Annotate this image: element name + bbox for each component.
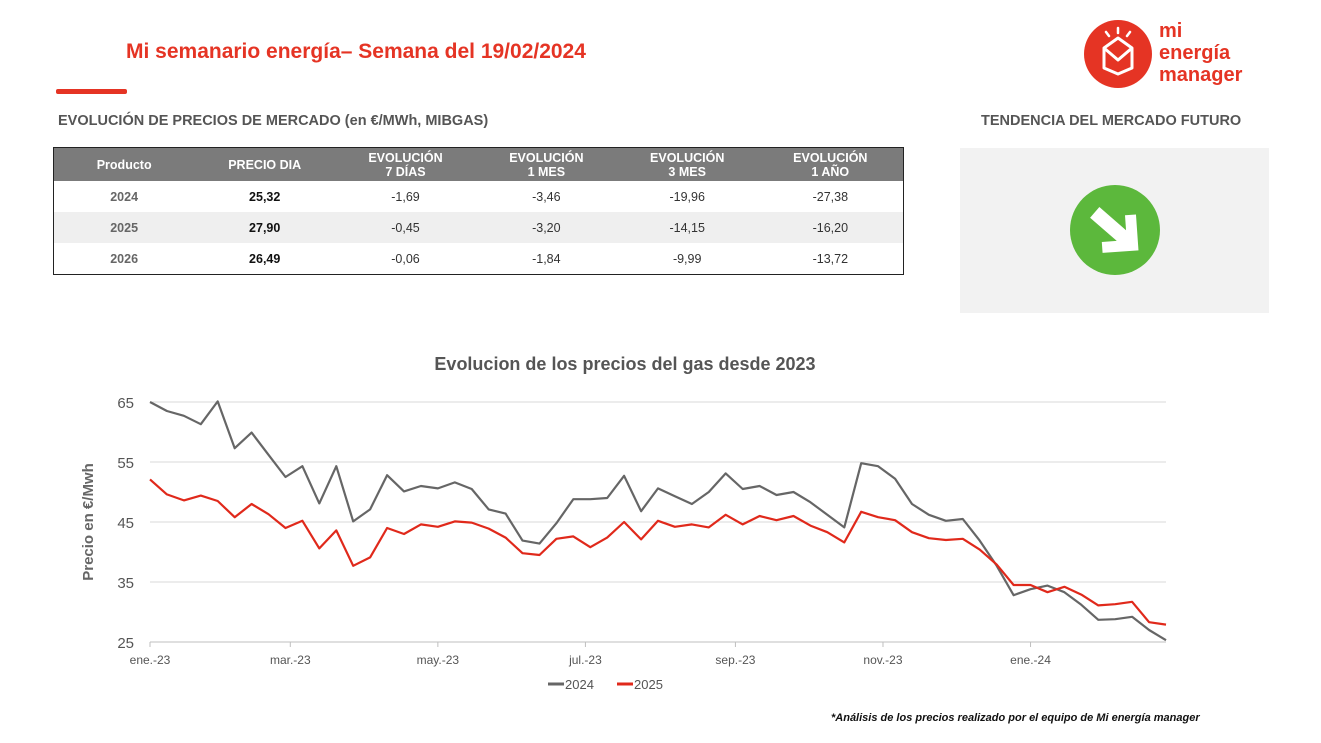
price-cell: 26,49 (249, 251, 281, 266)
table-row: 2026 26,49 -0,06 -1,84 -9,99 -13,72 (54, 243, 904, 275)
product-cell: 2026 (110, 251, 139, 266)
x-tick-label: may.-23 (417, 653, 460, 667)
y-tick-label: 55 (117, 455, 134, 472)
change-3m-cell: -19,96 (669, 189, 705, 204)
price-cell: 27,90 (194, 212, 336, 243)
legend-label-2025: 2025 (634, 677, 663, 692)
column-header: Producto (53, 147, 195, 181)
y-tick-label: 25 (117, 635, 134, 652)
table-row: 2024 25,32 -1,69 -3,46 -19,96 -27,38 (54, 181, 904, 212)
trend-panel (960, 148, 1269, 313)
x-tick-label: ene.-23 (130, 653, 171, 667)
logo-mark-icon (1084, 20, 1152, 88)
footnote: *Análisis de los precios realizado por e… (831, 712, 1200, 724)
column-header: PRECIO DIA (194, 147, 336, 181)
change-1y-cell: -27,38 (812, 189, 849, 204)
y-tick-label: 45 (117, 515, 134, 532)
change-7d-cell: -0,06 (391, 251, 420, 266)
column-header: EVOLUCIÓN 1 MES (475, 147, 617, 181)
price-cell: 25,32 (249, 189, 281, 204)
future-trend-heading: TENDENCIA DEL MERCADO FUTURO (981, 113, 1242, 129)
y-axis-title: Precio en €/Mwh (80, 463, 97, 581)
chart-title: Evolucion de los precios del gas desde 2… (434, 354, 815, 374)
title-underline (56, 89, 127, 94)
change-3m-cell: -9,99 (672, 251, 702, 266)
column-header: EVOLUCIÓN 3 MES (616, 147, 758, 181)
x-tick-label: nov.-23 (863, 653, 902, 667)
change-7d-cell: -1,69 (391, 189, 420, 204)
x-tick-label: mar.-23 (270, 653, 311, 667)
change-1m-cell: -3,46 (532, 189, 561, 204)
product-cell: 2025 (53, 212, 195, 243)
product-cell: 2024 (110, 189, 139, 204)
logo-line-manager: manager (1159, 64, 1243, 86)
brand-logo: mi energía manager (1084, 20, 1284, 92)
series-line-2025 (149, 478, 1167, 626)
table-header-row: Producto PRECIO DIA EVOLUCIÓN 7 DÍAS EVOL… (53, 147, 904, 181)
legend-label-2024: 2024 (565, 677, 594, 692)
y-tick-label: 35 (117, 575, 134, 592)
logo-line-mi: mi (1159, 20, 1183, 42)
change-1y-cell: -13,72 (812, 251, 849, 266)
x-tick-label: ene.-24 (1010, 653, 1051, 667)
logo-wordmark: mi energía manager (1159, 20, 1242, 86)
down-right-arrow-icon (1070, 185, 1160, 275)
market-prices-table: Producto PRECIO DIA EVOLUCIÓN 7 DÍAS EVOL… (53, 147, 904, 275)
y-tick-label: 65 (117, 395, 134, 412)
change-1y-cell: -16,20 (757, 212, 904, 243)
gas-price-chart: Evolucion de los precios del gas desde 2… (80, 354, 1167, 692)
x-tick-label: jul.-23 (568, 653, 602, 667)
change-7d-cell: -0,45 (335, 212, 476, 243)
table-row: 2025 27,90 -0,45 -3,20 -14,15 -16,20 (53, 212, 904, 243)
x-tick-label: sep.-23 (715, 653, 755, 667)
change-3m-cell: -14,15 (616, 212, 758, 243)
page-title: Mi semanario energía– Semana del 19/02/2… (126, 40, 586, 63)
market-prices-heading: EVOLUCIÓN DE PRECIOS DE MERCADO (en €/MW… (58, 113, 489, 129)
logo-line-energia: energía (1159, 42, 1231, 64)
change-1m-cell: -3,20 (475, 212, 617, 243)
column-header: EVOLUCIÓN 7 DÍAS (335, 147, 476, 181)
change-1m-cell: -1,84 (532, 251, 561, 266)
column-header: EVOLUCIÓN 1 AÑO (757, 147, 904, 181)
